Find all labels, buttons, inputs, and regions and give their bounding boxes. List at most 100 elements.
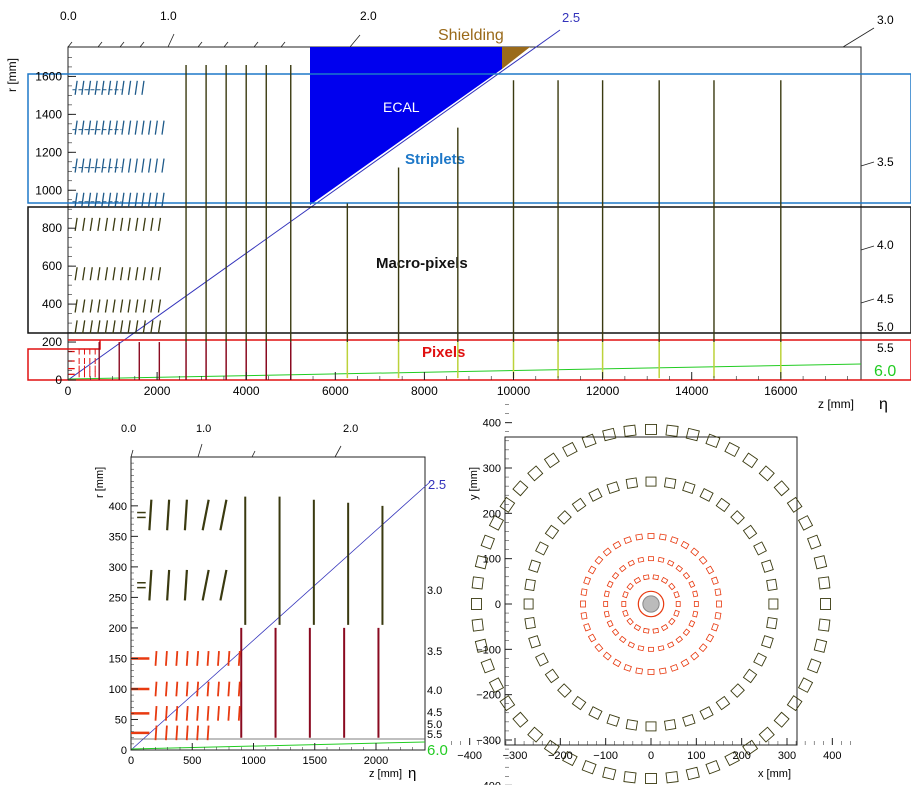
bl-eta-tick (197, 443, 203, 458)
br-module (581, 759, 597, 775)
barrel-stave (82, 320, 86, 334)
barrel-stave (142, 267, 146, 281)
bl-pixel-stave (185, 681, 189, 697)
br-module (761, 635, 774, 649)
barrel-stave (127, 299, 131, 313)
top-y-axis: 0 200 400 600 800 1000 1200 1400 1600 (35, 57, 76, 387)
bl-eta-tick (130, 449, 134, 458)
br-module (806, 658, 822, 674)
br-module (488, 515, 505, 531)
top-eta-right-2: 4.0 (877, 238, 894, 252)
top-y-tick-label: 600 (42, 259, 62, 273)
barrel-stave (135, 299, 139, 313)
top-eta-tick (349, 34, 361, 48)
barrel-stave (112, 299, 116, 313)
top-eta-label-1: 1.0 (160, 9, 177, 23)
br-module (580, 600, 586, 608)
bl-x-tick-label: 0 (128, 755, 134, 767)
br-module (580, 611, 588, 620)
bl-pixel-stave (227, 651, 231, 666)
barrel-stave (114, 192, 118, 207)
br-y-tick-label: −100 (476, 644, 501, 656)
br-y-axis-label: y [mm] (468, 467, 480, 500)
br-module (705, 565, 715, 575)
bl-pixel-stave (196, 705, 200, 721)
br-module (685, 427, 700, 442)
br-x-tick-label: 300 (778, 750, 796, 762)
macro-pixels-region-box (27, 206, 911, 334)
br-module (587, 565, 597, 575)
br-module (730, 510, 745, 525)
br-module (594, 643, 604, 653)
br-y-tick-label: 0 (495, 599, 501, 611)
br-module (698, 555, 708, 565)
bl-pixel-stave (175, 651, 179, 666)
bl-x-axis: 0 500 1000 1500 2000 (128, 743, 426, 767)
bl-eta-tick (334, 445, 342, 458)
br-x-tick-label: 400 (823, 750, 841, 762)
br-module (602, 427, 617, 442)
br-module (627, 559, 635, 567)
bl-y-tick-label: 350 (109, 531, 127, 543)
barrel-stave (107, 80, 112, 95)
bl-barrel-stave (201, 499, 210, 531)
br-module (766, 578, 778, 592)
bl-barrel-stave (201, 569, 210, 601)
bl-eta-label-0: 0.0 (121, 423, 136, 435)
barrel-stave (147, 192, 152, 207)
top-eta-right-tick-2 (860, 245, 875, 251)
bl-barrel-stave (219, 499, 228, 531)
barrel-stave (74, 80, 78, 95)
br-module (524, 578, 536, 592)
barrel-stave (101, 120, 105, 135)
br-module (528, 635, 541, 649)
br-module (583, 576, 591, 585)
top-plot-frame (67, 46, 862, 381)
barrel-stave (157, 320, 162, 334)
barrel-stave (104, 217, 109, 232)
br-module (606, 481, 620, 494)
bl-x-tick-label: 500 (183, 755, 201, 767)
br-module (535, 652, 549, 667)
br-module (471, 576, 484, 590)
bl-x-tick-label: 2000 (364, 755, 388, 767)
br-module (705, 433, 721, 449)
br-x-tick-label: 100 (687, 750, 705, 762)
bl-eta-symbol: η (408, 765, 416, 782)
br-module (602, 651, 612, 661)
br-module (716, 600, 722, 608)
barrel-stave (104, 320, 109, 334)
bl-plot-frame (130, 456, 426, 751)
barrel-stave (74, 192, 78, 207)
br-module (499, 496, 516, 513)
br-module (673, 591, 680, 599)
br-module (625, 719, 639, 731)
barrel-stave (89, 217, 93, 232)
barrel-stave (127, 158, 132, 173)
br-module (813, 555, 828, 570)
br-module (474, 638, 489, 653)
br-module (667, 641, 675, 649)
br-x-tick-label: −200 (548, 750, 573, 762)
top-eta-right-5: 5.5 (877, 341, 894, 355)
top-x-tick-label: 8000 (411, 384, 438, 398)
bl-pixel-stave (196, 725, 200, 741)
barrel-stave (94, 158, 98, 173)
bl-pixel-stave (154, 651, 158, 666)
br-module (820, 598, 831, 610)
br-module (622, 591, 629, 599)
bl-pixel-stave (175, 681, 179, 697)
bl-y-tick-label: 400 (109, 501, 127, 513)
br-module (647, 669, 655, 675)
br-module (806, 534, 822, 550)
barrel-stave (74, 158, 78, 173)
barrel-stave (157, 299, 162, 313)
top-x-tick-label: 0 (65, 384, 72, 398)
br-module (766, 616, 778, 630)
bl-barrel-stave (166, 499, 171, 531)
barrel-stave (154, 192, 158, 207)
top-eta-tick (197, 41, 203, 48)
br-module (643, 574, 650, 581)
barrel-stave (147, 158, 152, 173)
br-module (645, 721, 657, 732)
